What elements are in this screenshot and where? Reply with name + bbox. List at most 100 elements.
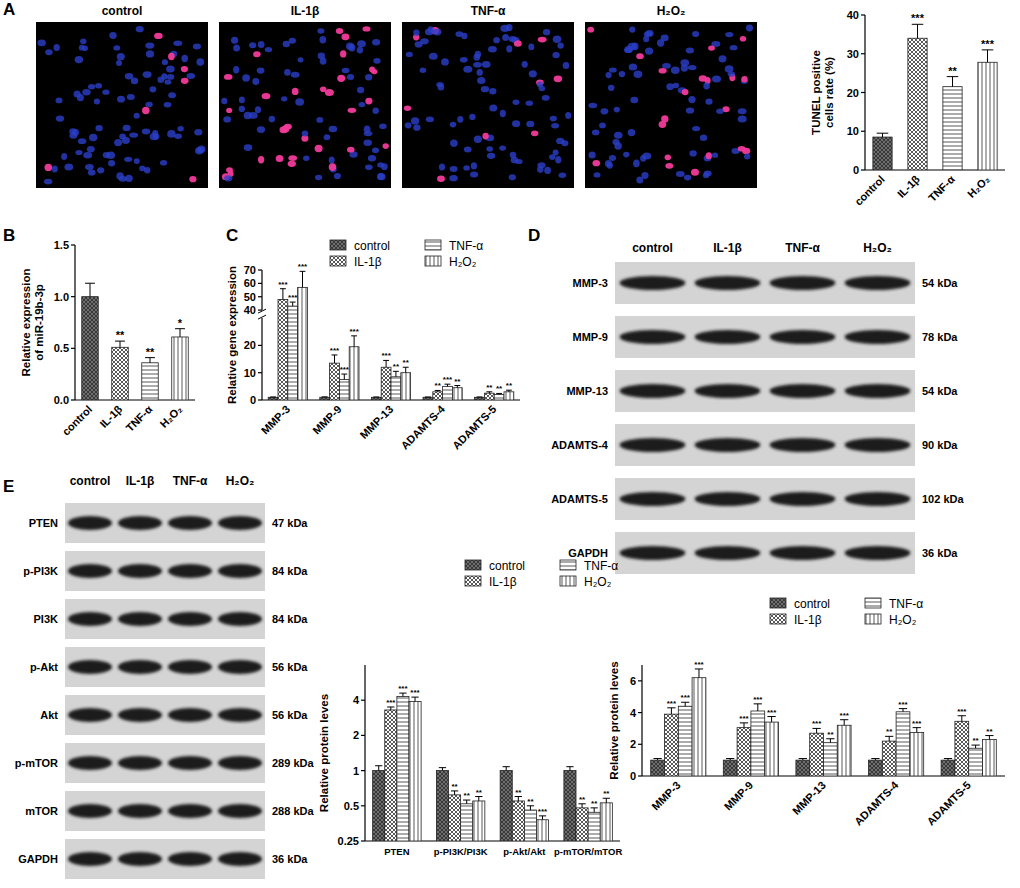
- bar: [339, 380, 349, 400]
- nucleus: [134, 158, 140, 164]
- legend-swatch: [425, 256, 441, 266]
- band: [168, 804, 212, 818]
- tunel-cell: [659, 68, 667, 74]
- bar: [433, 392, 443, 400]
- nucleus: [557, 42, 563, 48]
- error-bar: [726, 759, 734, 761]
- nucleus: [684, 175, 691, 181]
- tunel-cell: [253, 51, 260, 57]
- bar: [824, 743, 838, 776]
- nucleus: [97, 167, 104, 173]
- bar: [397, 697, 409, 841]
- error-bar: [351, 336, 357, 347]
- significance: ***: [911, 12, 925, 24]
- nucleus: [258, 41, 265, 48]
- nucleus: [643, 36, 649, 43]
- significance-labels: **************************************: [278, 262, 513, 393]
- x-tick-label: IL-1β: [895, 173, 922, 200]
- nucleus: [95, 83, 102, 88]
- significance: **: [986, 727, 993, 736]
- y-title: Relative protein leves: [608, 661, 620, 779]
- bar: [941, 760, 955, 776]
- bar: [908, 38, 927, 170]
- nucleus: [173, 41, 182, 46]
- protein-label: MMP-13: [566, 385, 608, 397]
- significance: ***: [386, 698, 396, 707]
- y-tick-label: 70: [244, 264, 256, 276]
- significance: ***: [381, 351, 391, 360]
- blot-strip: [65, 695, 265, 735]
- y-tick-label: 60: [244, 277, 256, 289]
- error-bar: [341, 374, 347, 379]
- protein-label: GAPDH: [18, 853, 58, 865]
- nucleus: [52, 166, 58, 173]
- nucleus: [291, 72, 300, 78]
- nucleus: [630, 97, 638, 103]
- tunel-cell: [404, 106, 411, 111]
- blot-strip: [615, 370, 915, 412]
- error-stem: [506, 767, 507, 771]
- y-tick: [71, 348, 75, 349]
- nucleus: [61, 153, 67, 160]
- significance: **: [476, 788, 483, 797]
- nucleus: [592, 130, 600, 136]
- significance: ***: [898, 700, 908, 709]
- nucleus: [269, 116, 275, 123]
- bar: [723, 760, 737, 776]
- y-tick-label: 10: [244, 367, 256, 379]
- y-tick: [361, 770, 365, 771]
- y-tick: [258, 269, 262, 270]
- size-label: 84 kDa: [272, 613, 308, 625]
- y-tick: [258, 372, 262, 373]
- error-stem: [530, 806, 531, 810]
- nucleus: [619, 71, 626, 77]
- nucleus: [543, 29, 550, 35]
- error-stem: [952, 77, 953, 87]
- error-stem: [180, 329, 181, 337]
- nucleus: [406, 52, 413, 57]
- error-bar: [653, 759, 661, 761]
- error-cap: [270, 396, 276, 397]
- error-stem: [395, 371, 396, 376]
- bar: [371, 397, 381, 400]
- error-stem: [685, 702, 686, 706]
- nucleus: [461, 33, 467, 39]
- nucleus: [357, 87, 364, 94]
- nucleus: [473, 62, 482, 68]
- significance: **: [506, 381, 513, 390]
- protein-label: MMP-9: [573, 331, 608, 343]
- legend-swatch: [425, 240, 441, 250]
- size-label: 78 kDa: [922, 331, 958, 343]
- nucleus: [38, 40, 46, 47]
- protein-label: MMP-3: [573, 277, 608, 289]
- nucleus: [686, 48, 694, 54]
- bar: [298, 287, 308, 400]
- band: [168, 756, 212, 770]
- y-tick: [861, 169, 865, 170]
- nucleus: [614, 132, 623, 139]
- x-tick-label: control: [60, 403, 95, 438]
- x-tick-label: TNF-α: [926, 173, 957, 204]
- nucleus: [450, 140, 458, 147]
- nucleus: [744, 154, 750, 160]
- significance: ***: [912, 719, 922, 728]
- panel-label: D: [528, 226, 540, 245]
- nucleus: [379, 124, 386, 130]
- error-stem: [405, 367, 406, 372]
- error-bar: [475, 797, 482, 801]
- error-cap: [566, 766, 573, 767]
- error-bar: [603, 798, 610, 803]
- nucleus: [265, 47, 272, 52]
- band: [695, 546, 761, 560]
- error-bar: [985, 736, 993, 740]
- nucleus: [463, 66, 472, 73]
- significance: ***: [340, 365, 350, 374]
- nucleus: [509, 36, 517, 42]
- nucleus: [563, 62, 570, 69]
- band: [695, 438, 761, 452]
- error-stem: [889, 736, 890, 741]
- x-tick-label: MMP-3: [259, 403, 293, 437]
- error-bar: [527, 806, 534, 810]
- y-title-line: of miR-19b-3p: [33, 284, 45, 361]
- x-tick-label: IL-1β: [97, 403, 124, 430]
